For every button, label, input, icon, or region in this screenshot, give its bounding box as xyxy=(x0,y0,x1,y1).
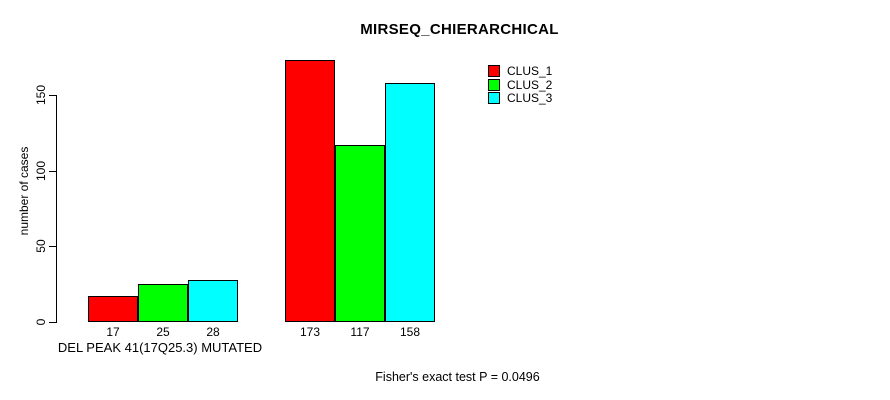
legend-label: CLUS_1 xyxy=(507,64,553,78)
legend-item-clus_1: CLUS_1 xyxy=(488,65,552,77)
legend-item-clus_3: CLUS_3 xyxy=(488,92,552,104)
legend-label: CLUS_2 xyxy=(507,77,553,92)
y-tick-label: 150 xyxy=(34,84,48,106)
y-tick-mark xyxy=(49,171,56,172)
y-tick-mark xyxy=(49,246,56,247)
legend-item-clus_2: CLUS_2 xyxy=(488,77,553,92)
x-axis-label: DEL PEAK 41(17Q25.3) MUTATED xyxy=(57,340,263,355)
bar-group1-clus_2 xyxy=(138,284,188,322)
chart-title: MIRSEQ_CHIERARCHICAL xyxy=(360,21,559,38)
y-axis-line xyxy=(56,95,57,323)
y-tick-mark xyxy=(49,322,56,323)
bar-group2-clus_2 xyxy=(335,145,385,322)
y-axis-title: number of cases xyxy=(17,146,31,236)
legend-swatch xyxy=(488,65,500,77)
bar-value-label: 117 xyxy=(350,325,370,339)
y-tick-mark xyxy=(49,95,56,96)
bar-group1-clus_3 xyxy=(188,280,238,322)
legend-swatch xyxy=(488,92,500,104)
legend-swatch xyxy=(488,78,500,91)
bar-value-label: 158 xyxy=(399,325,421,339)
bar-group1-clus_1 xyxy=(88,296,138,322)
bar-group2-clus_3 xyxy=(385,83,435,322)
bar-value-label: 28 xyxy=(206,325,220,339)
y-tick-label: 50 xyxy=(34,239,48,253)
legend: CLUS_1 CLUS_2 CLUS_3 xyxy=(488,65,552,106)
bar-value-label: 173 xyxy=(299,325,321,339)
y-tick-label: 0 xyxy=(34,318,48,326)
legend-label: CLUS_3 xyxy=(507,91,553,105)
fishers-test-annotation: Fisher's exact test P = 0.0496 xyxy=(375,370,540,384)
bar-group2-clus_1 xyxy=(285,60,335,322)
y-tick-label: 100 xyxy=(34,160,48,182)
bar-value-label: 25 xyxy=(156,325,170,339)
bar-value-label: 17 xyxy=(106,325,120,339)
